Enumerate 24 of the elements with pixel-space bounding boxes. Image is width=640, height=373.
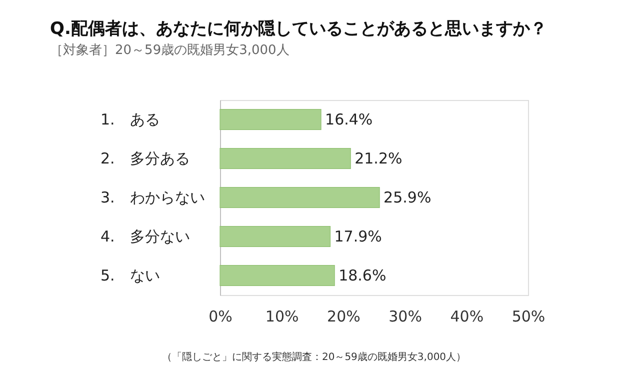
y-tick-label: 4. 多分ない bbox=[100, 228, 190, 246]
x-tick-label: 50% bbox=[512, 308, 546, 326]
bar bbox=[220, 226, 331, 247]
data-label: 18.6% bbox=[338, 266, 386, 284]
data-label: 16.4% bbox=[325, 110, 373, 128]
y-tick-label: 1. ある bbox=[100, 110, 160, 128]
y-tick-label: 3. わからない bbox=[100, 188, 205, 206]
bar bbox=[220, 187, 380, 208]
bar bbox=[220, 265, 335, 286]
x-tick-label: 40% bbox=[450, 308, 484, 326]
bar bbox=[220, 109, 322, 130]
x-tick-label: 10% bbox=[265, 308, 299, 326]
data-label: 17.9% bbox=[334, 228, 382, 246]
data-label: 21.2% bbox=[354, 150, 402, 168]
x-tick-label: 30% bbox=[388, 308, 422, 326]
y-tick-label: 5. ない bbox=[100, 266, 160, 284]
text: （「隠しごと」に関する実態調査：20～59歳の既婚男女3,000人） bbox=[162, 351, 466, 363]
y-tick-label: 2. 多分ある bbox=[100, 150, 190, 168]
x-tick-label: 0% bbox=[208, 308, 232, 326]
chart-subtitle: ［対象者］20～59歳の既婚男女3,000人 bbox=[50, 42, 290, 58]
chart-title: Q.配偶者は、あなたに何か隠していることがあると思いますか？ bbox=[50, 19, 547, 39]
data-label: 25.9% bbox=[384, 188, 432, 206]
x-tick-label: 20% bbox=[327, 308, 360, 326]
bar bbox=[220, 148, 351, 169]
